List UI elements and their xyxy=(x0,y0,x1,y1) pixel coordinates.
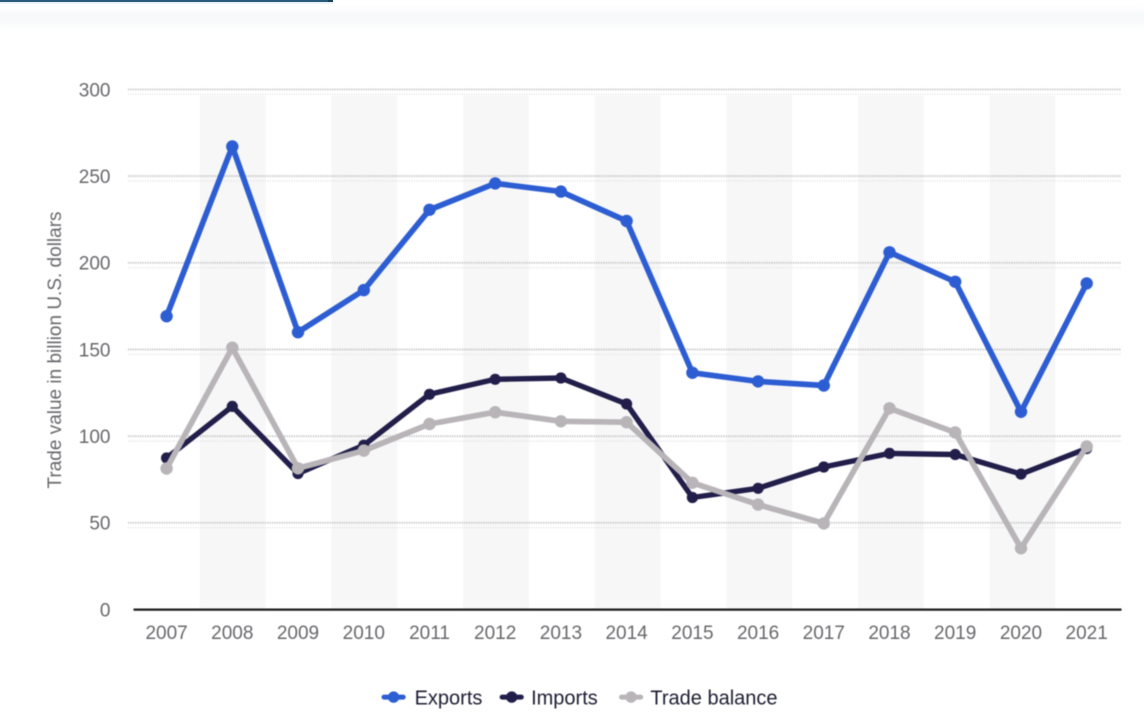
svg-text:100: 100 xyxy=(79,427,111,448)
svg-text:200: 200 xyxy=(79,254,111,275)
svg-text:2012: 2012 xyxy=(474,623,516,644)
svg-text:2020: 2020 xyxy=(1000,623,1042,644)
svg-text:2019: 2019 xyxy=(934,623,976,644)
svg-text:2010: 2010 xyxy=(343,623,385,644)
svg-text:Trade value in billion U.S. do: Trade value in billion U.S. dollars xyxy=(45,211,66,488)
svg-text:150: 150 xyxy=(79,340,111,361)
svg-text:2021: 2021 xyxy=(1066,623,1108,644)
svg-text:2008: 2008 xyxy=(211,623,253,644)
svg-text:2007: 2007 xyxy=(145,623,187,644)
svg-text:2013: 2013 xyxy=(540,623,582,644)
svg-text:250: 250 xyxy=(79,167,111,188)
svg-text:Trade balance: Trade balance xyxy=(650,687,777,709)
svg-text:2011: 2011 xyxy=(409,623,450,644)
svg-text:2018: 2018 xyxy=(868,623,910,644)
svg-text:Exports: Exports xyxy=(415,687,483,709)
svg-text:50: 50 xyxy=(89,514,110,535)
svg-text:2016: 2016 xyxy=(737,623,779,644)
svg-text:2014: 2014 xyxy=(605,623,648,644)
svg-text:2009: 2009 xyxy=(277,623,319,644)
svg-text:300: 300 xyxy=(79,80,111,101)
svg-text:2017: 2017 xyxy=(803,623,845,644)
svg-text:2015: 2015 xyxy=(671,623,713,644)
svg-text:0: 0 xyxy=(100,600,111,621)
svg-text:Imports: Imports xyxy=(531,687,598,709)
